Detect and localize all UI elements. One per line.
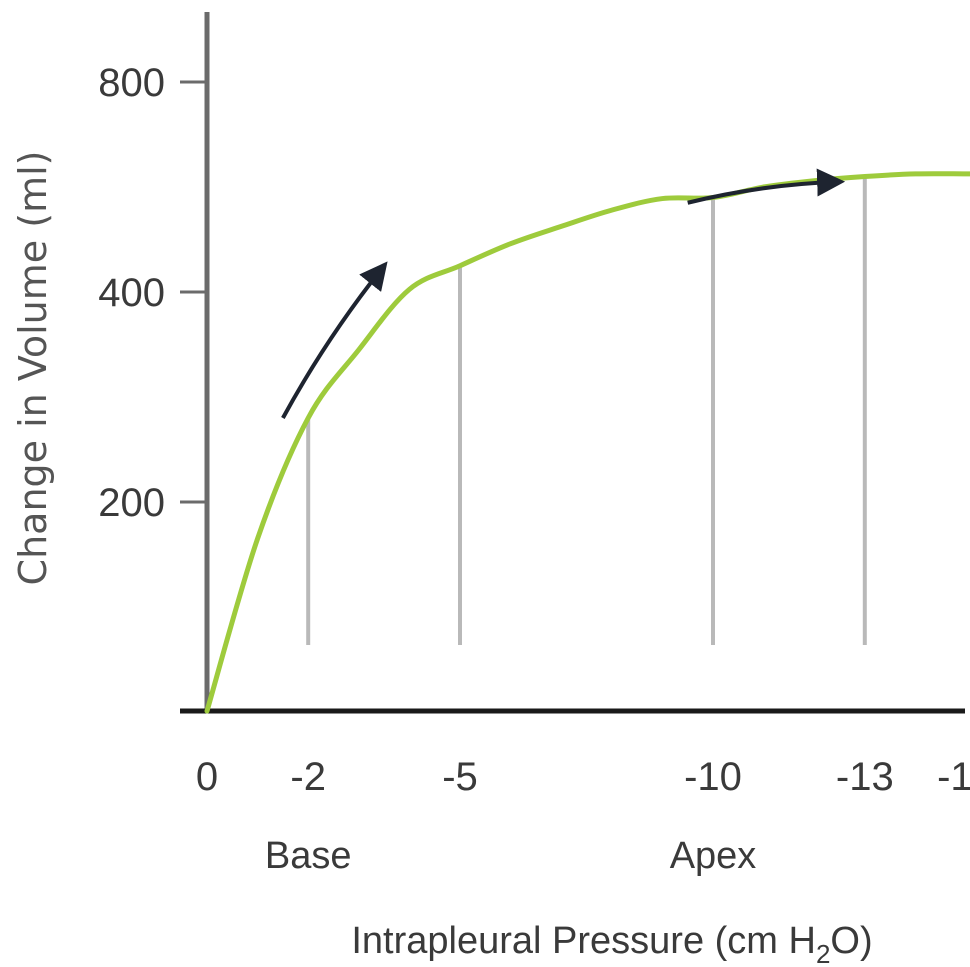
region-label: Apex <box>670 835 757 877</box>
y-tick-marks <box>180 80 207 504</box>
x-axis-title-main: Intrapleural Pressure (cm H <box>351 920 816 962</box>
y-tick-label: 800 <box>98 61 165 105</box>
y-tick-label: 400 <box>98 271 165 315</box>
x-axis-title-end: O) <box>830 920 872 962</box>
volume-curve-line <box>204 171 970 714</box>
x-axis-title: Intrapleural Pressure (cm H2O) <box>351 920 872 967</box>
y-tick-labels: 200 400 800 <box>98 61 165 525</box>
x-tick-label: -10 <box>684 755 742 799</box>
direction-arrow <box>281 261 388 419</box>
x-tick-label: -2 <box>290 755 326 799</box>
y-tick-label: 200 <box>98 481 165 525</box>
x-tick-label: -5 <box>442 755 478 799</box>
region-labels: Base Apex <box>265 835 756 877</box>
y-axis-title: Change in Volume (ml) <box>11 151 55 586</box>
direction-arrows <box>281 168 846 419</box>
region-label: Base <box>265 835 352 877</box>
x-axis-title-subscript: 2 <box>816 939 830 967</box>
x-tick-label: 0 <box>196 755 218 799</box>
x-tick-labels: 0 -2 -5 -10 -13 -15 <box>196 755 970 799</box>
x-tick-label: -13 <box>836 755 894 799</box>
x-tick-label: -15 <box>937 755 970 799</box>
direction-arrow <box>687 168 846 205</box>
reference-lines <box>306 176 867 645</box>
